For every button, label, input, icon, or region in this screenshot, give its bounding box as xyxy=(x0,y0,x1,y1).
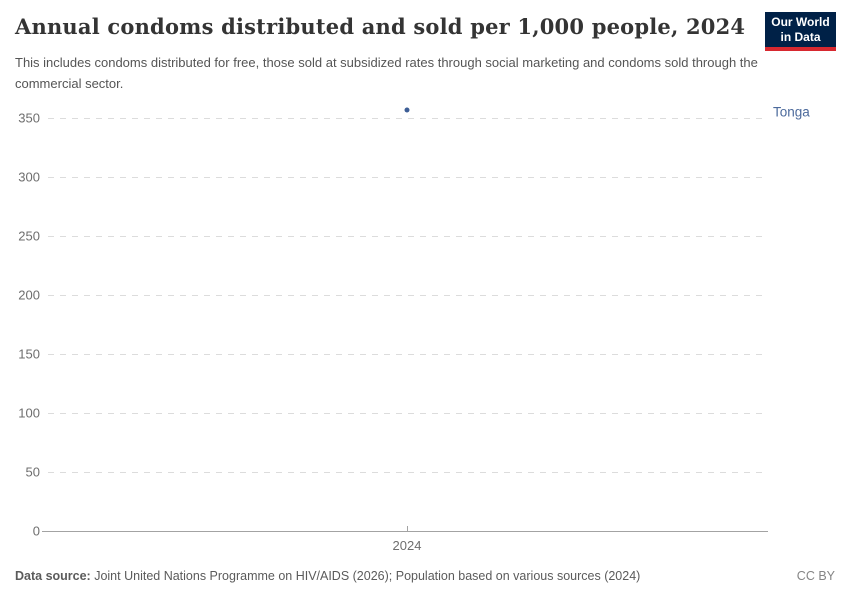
y-gridline xyxy=(48,294,766,296)
x-axis-tick-label: 2024 xyxy=(392,537,422,553)
data-source-label: Data source: xyxy=(15,569,91,583)
y-axis-tick-label: 50 xyxy=(25,464,40,479)
owid-logo[interactable]: Our World in Data xyxy=(765,12,836,47)
chart-subtitle: This includes condoms distributed for fr… xyxy=(15,55,758,92)
chart-title: Annual condoms distributed and sold per … xyxy=(15,14,746,39)
y-gridline xyxy=(48,353,766,355)
data-point-tonga[interactable] xyxy=(404,107,410,113)
y-gridline xyxy=(48,176,766,178)
license-link[interactable]: CC BY xyxy=(796,569,835,583)
x-axis-tick xyxy=(407,525,408,531)
entity-label-tonga[interactable]: Tonga xyxy=(773,104,810,120)
data-source-note: Data source: Joint United Nations Progra… xyxy=(15,569,640,583)
y-gridline xyxy=(48,412,766,414)
y-gridline xyxy=(48,471,766,473)
data-source-text: Joint United Nations Programme on HIV/AI… xyxy=(90,569,641,583)
y-axis-tick-label: 250 xyxy=(18,228,40,243)
chart-footer: Data source: Joint United Nations Progra… xyxy=(15,569,835,583)
y-axis-tick-label: 300 xyxy=(18,169,40,184)
x-axis-line xyxy=(42,530,768,532)
y-gridline xyxy=(48,117,766,119)
owid-logo-line2: in Data xyxy=(780,29,821,44)
y-axis-tick-label: 200 xyxy=(18,287,40,302)
owid-logo-line1: Our World xyxy=(771,14,830,29)
y-axis-tick-label: 350 xyxy=(18,110,40,125)
y-axis-tick-label: 0 xyxy=(32,523,40,538)
y-axis-tick-label: 150 xyxy=(18,346,40,361)
y-axis-tick-label: 100 xyxy=(18,405,40,420)
y-gridline xyxy=(48,235,766,237)
owid-logo-accent-bar xyxy=(765,47,836,51)
